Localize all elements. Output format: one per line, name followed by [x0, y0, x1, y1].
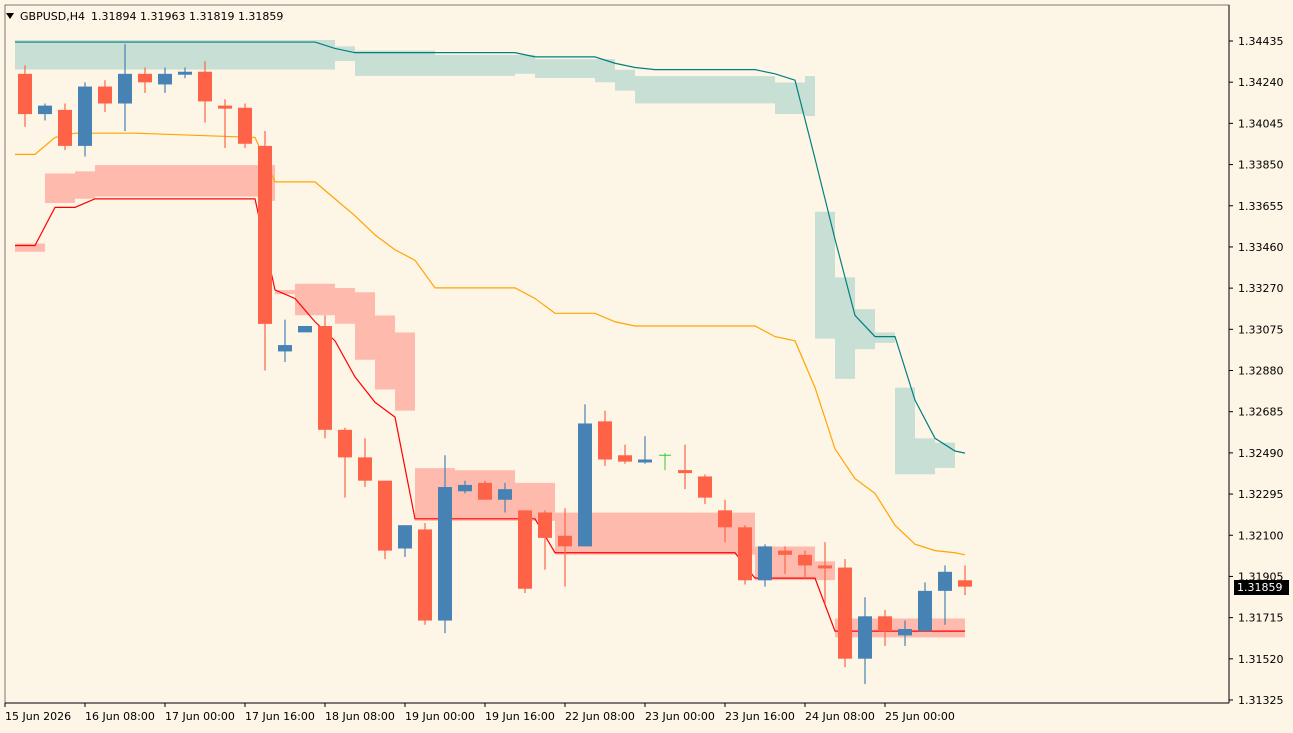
x-tick-label: 24 Jun 08:00 — [805, 710, 875, 723]
current-price-tag: 1.31859 — [1234, 580, 1289, 595]
candle-body — [198, 71, 212, 102]
candle-body — [18, 73, 32, 115]
x-tick-label: 19 Jun 00:00 — [405, 710, 475, 723]
candle-body — [558, 535, 572, 547]
candle-body — [378, 480, 392, 551]
candle-body — [438, 487, 452, 621]
ohlc-label: 1.31894 1.31963 1.31819 1.31859 — [90, 9, 284, 23]
candle-body — [418, 529, 432, 621]
candle-body — [518, 510, 532, 589]
upper-cloud — [15, 40, 955, 475]
y-tick-label: 1.31715 — [1238, 612, 1284, 625]
symbol-label: GBPUSD,H4 — [20, 9, 85, 23]
dropdown-triangle-icon[interactable] — [6, 13, 14, 19]
candle-body — [158, 73, 172, 85]
y-tick-label: 1.33460 — [1238, 241, 1284, 254]
candle-body — [458, 484, 472, 492]
y-tick-label: 1.33655 — [1238, 200, 1284, 213]
y-tick-label: 1.32100 — [1238, 529, 1284, 542]
candle-body — [78, 86, 92, 146]
candle-body — [678, 470, 692, 474]
candle-body — [878, 616, 892, 632]
candle-body — [838, 567, 852, 659]
candle-body — [738, 527, 752, 581]
candle-body — [778, 550, 792, 555]
y-tick-label: 1.33270 — [1238, 282, 1284, 295]
y-tick-label: 1.33850 — [1238, 159, 1284, 172]
candle-body — [58, 109, 72, 146]
y-tick-label: 1.32880 — [1238, 365, 1284, 378]
x-tick-label: 25 Jun 00:00 — [885, 710, 955, 723]
candle-body — [758, 546, 772, 581]
candle-body — [598, 421, 612, 460]
candle-body — [918, 590, 932, 632]
y-tick-label: 1.31325 — [1238, 694, 1284, 707]
candle-body — [818, 565, 832, 569]
y-tick-label: 1.34435 — [1238, 35, 1284, 48]
candle-body — [138, 73, 152, 83]
candle-body — [498, 489, 512, 500]
candle-body — [638, 459, 652, 463]
candle-body — [38, 105, 52, 115]
y-tick-label: 1.31520 — [1238, 653, 1284, 666]
x-tick-label: 18 Jun 08:00 — [325, 710, 395, 723]
candle-body — [258, 145, 272, 324]
x-tick-label: 23 Jun 00:00 — [645, 710, 715, 723]
symbol-header: GBPUSD,H4 1.31894 1.31963 1.31819 1.3185… — [6, 8, 283, 24]
candle-body — [618, 455, 632, 462]
candle-body — [118, 73, 132, 104]
candle-body — [698, 476, 712, 498]
candle-body — [238, 107, 252, 144]
x-tick-label: 17 Jun 16:00 — [245, 710, 315, 723]
candle-body — [858, 616, 872, 659]
y-tick-label: 1.33075 — [1238, 323, 1284, 336]
candle-body — [218, 105, 232, 109]
candle-body — [178, 71, 192, 75]
candle-body — [898, 629, 912, 636]
candle-body — [938, 571, 952, 591]
x-tick-label: 22 Jun 08:00 — [565, 710, 635, 723]
y-tick-label: 1.32685 — [1238, 406, 1284, 419]
candle-body — [958, 580, 972, 587]
candle-body — [718, 510, 732, 528]
upper-line — [15, 41, 966, 454]
x-tick-label: 19 Jun 16:00 — [485, 710, 555, 723]
candle-body — [278, 345, 292, 352]
candle-body — [358, 457, 372, 481]
candle-body — [318, 326, 332, 430]
y-tick-label: 1.32295 — [1238, 488, 1284, 501]
candle-body — [298, 326, 312, 333]
y-tick-label: 1.32490 — [1238, 447, 1284, 460]
candle-body — [798, 554, 812, 566]
y-tick-label: 1.34240 — [1238, 76, 1284, 89]
plot-frame — [4, 4, 1230, 704]
candle-body — [538, 512, 552, 538]
candle-body — [398, 525, 412, 549]
candle-body — [578, 423, 592, 547]
x-tick-label: 15 Jun 2026 — [5, 710, 71, 723]
x-tick-label: 16 Jun 08:00 — [85, 710, 155, 723]
x-tick-label: 23 Jun 16:00 — [725, 710, 795, 723]
candle-body — [478, 482, 492, 500]
candle-body — [98, 86, 112, 104]
x-tick-label: 17 Jun 00:00 — [165, 710, 235, 723]
candle-body — [338, 429, 352, 458]
y-tick-label: 1.34045 — [1238, 117, 1284, 130]
